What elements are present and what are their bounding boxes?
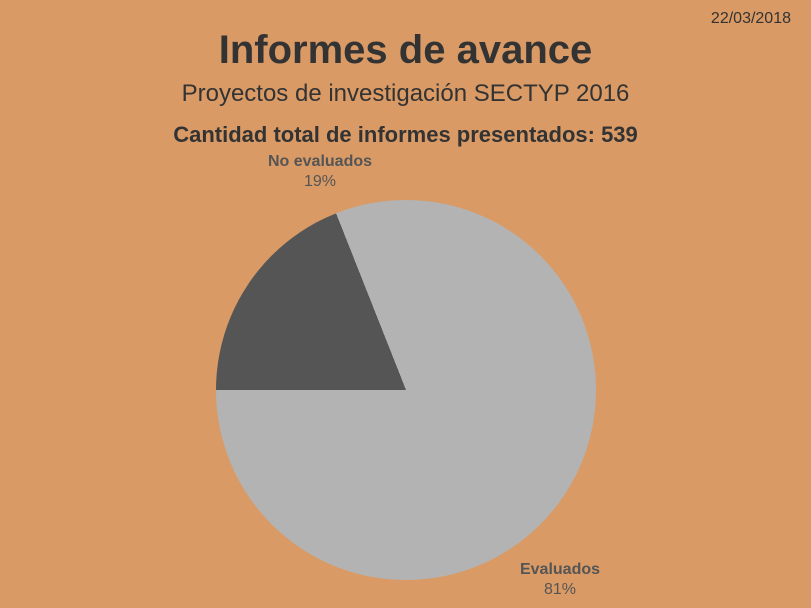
slice-name: No evaluados	[240, 152, 400, 172]
total-reports: Cantidad total de informes presentados: …	[0, 122, 811, 148]
page-title: Informes de avance	[0, 28, 811, 73]
slice-percent: 19%	[240, 172, 400, 192]
total-value: 539	[601, 122, 638, 147]
pie-chart	[0, 200, 811, 580]
slice-label-no-evaluados: No evaluados 19%	[240, 152, 400, 192]
page-subtitle: Proyectos de investigación SECTYP 2016	[0, 80, 811, 108]
chart-canvas: 22/03/2018 Informes de avance Proyectos …	[0, 0, 811, 608]
slice-label-evaluados: Evaluados 81%	[480, 560, 640, 600]
slice-name: Evaluados	[480, 560, 640, 580]
pie-body	[216, 200, 596, 580]
total-prefix: Cantidad total de informes presentados:	[173, 122, 601, 147]
report-date: 22/03/2018	[711, 10, 791, 28]
slice-percent: 81%	[480, 580, 640, 600]
